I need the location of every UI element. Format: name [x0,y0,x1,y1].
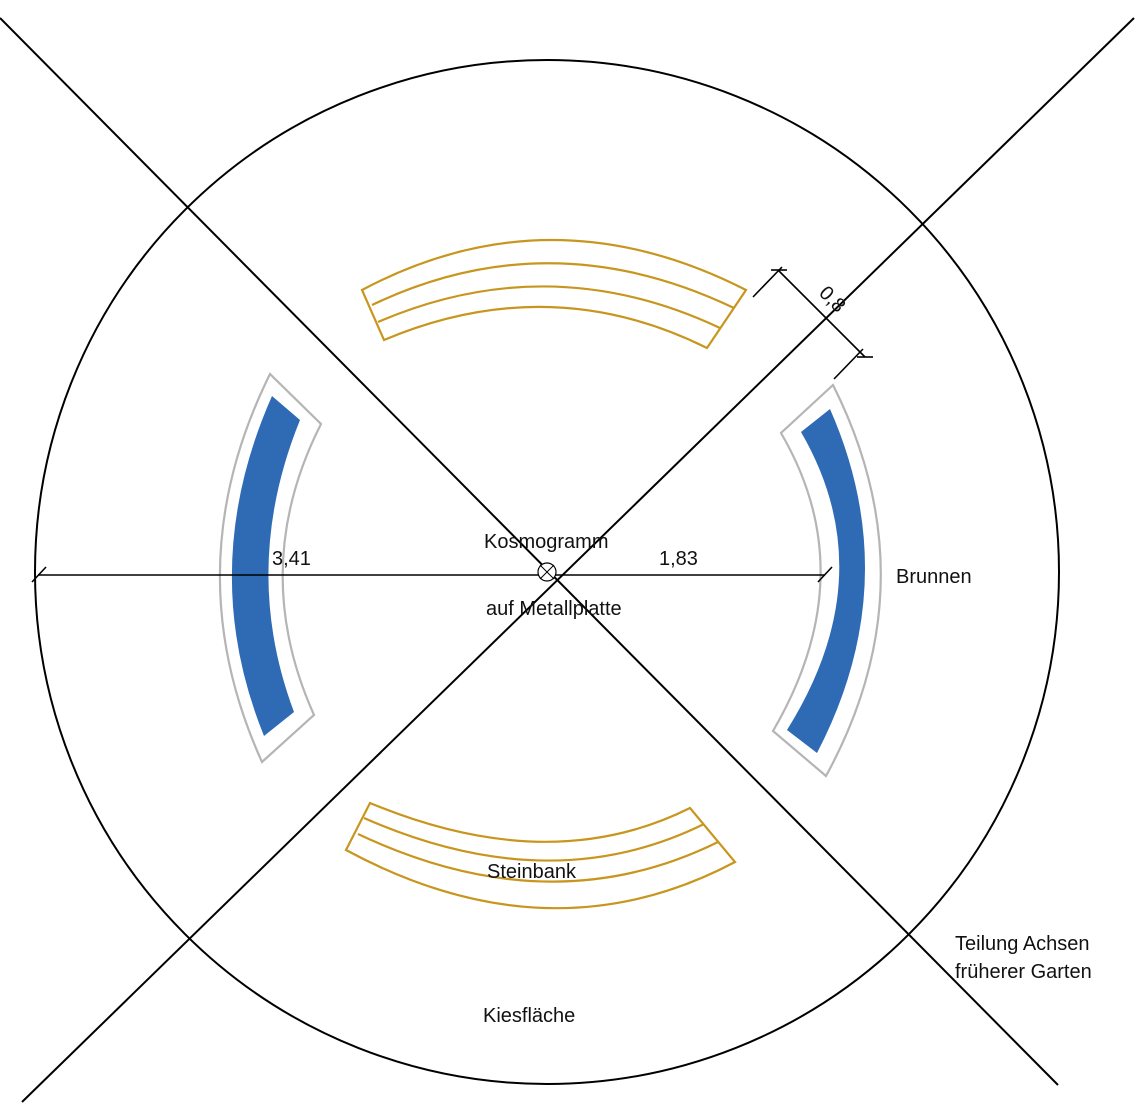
axis-line-nw-se [0,17,1059,1086]
label-kosmogramm: Kosmogramm [484,531,608,553]
gravel-circle-outline [34,59,1060,1085]
dimension-tick-right [817,566,833,583]
stone-bench-bottom [344,801,737,910]
dimension-extension-top [752,266,783,298]
fountain-left-water [231,396,300,736]
label-dimension-fountain: 1,83 [659,548,698,570]
dimension-extension-bottom [833,348,864,380]
label-metallplatte: auf Metallplatte [486,598,622,620]
label-teilung-achsen: Teilung Achsen [955,933,1090,955]
axis-line-ne-sw [21,17,1135,1103]
label-kiesflaeche: Kiesfläche [483,1005,575,1027]
fountain-left [218,372,323,764]
stone-bench-top [360,239,748,350]
label-frueherer-garten: früherer Garten [955,961,1092,983]
fountain-right [771,383,882,778]
label-dimension-outer: 3,41 [272,548,311,570]
center-marker [537,562,557,582]
fountain-right-water [787,409,866,753]
label-steinbank: Steinbank [487,861,577,883]
label-brunnen: Brunnen [896,566,972,588]
dimension-line-horizontal [31,566,833,583]
dimension-line-diagonal [752,266,873,380]
dimension-tick-left [31,566,47,583]
